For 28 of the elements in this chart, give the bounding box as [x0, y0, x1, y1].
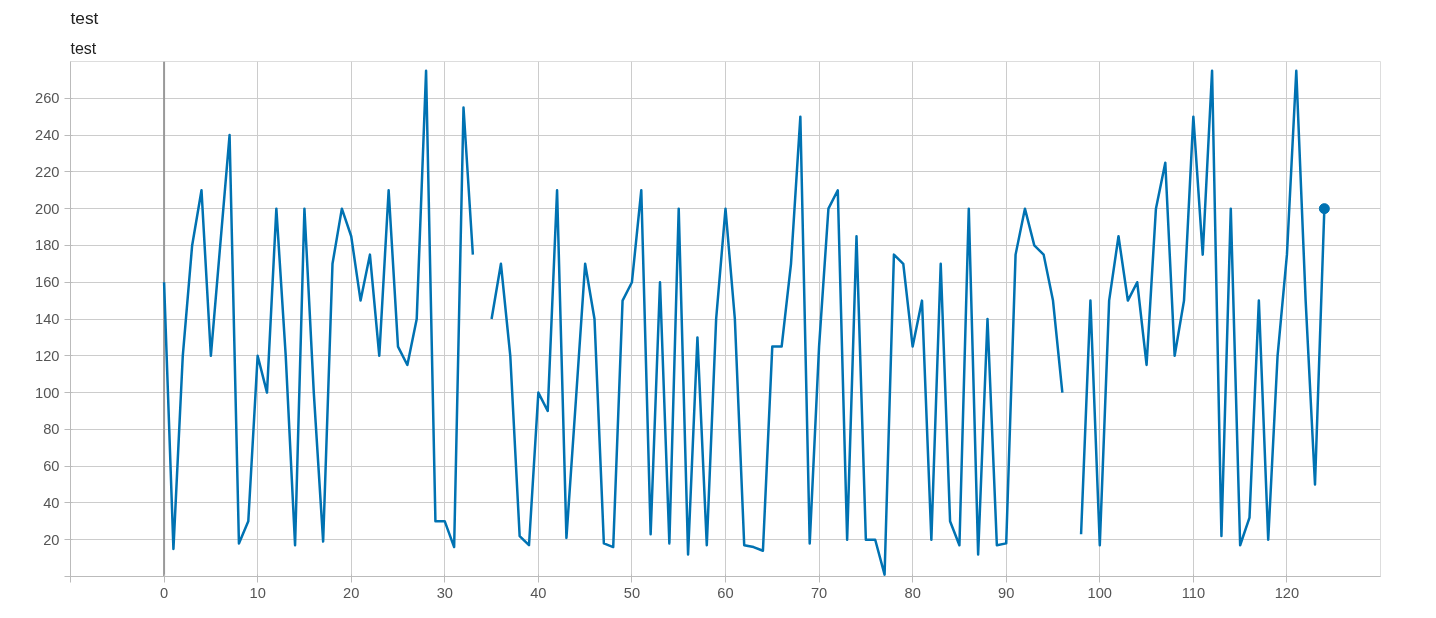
- x-tick-label: 60: [717, 584, 734, 601]
- x-tick-label: 120: [1274, 584, 1300, 601]
- x-tick-label: 70: [810, 584, 828, 601]
- y-tick-label: 60: [43, 458, 60, 475]
- chart-subtitle: test: [70, 39, 97, 57]
- x-tick-label: 20: [343, 584, 360, 601]
- y-tick-label: 140: [35, 311, 60, 327]
- chart-title: test: [70, 7, 99, 28]
- y-tick-label: 40: [43, 494, 60, 511]
- y-tick-label: 100: [35, 384, 60, 401]
- y-tick-label: 220: [35, 163, 60, 180]
- x-tick-label: 50: [623, 584, 641, 601]
- x-tick-label: 30: [436, 584, 453, 601]
- x-tick-label: 0: [160, 584, 169, 601]
- y-tick-label: 80: [43, 421, 60, 438]
- y-tick-label: 260: [35, 90, 60, 107]
- x-tick-label: 80: [904, 584, 921, 601]
- x-tick-label: 110: [1181, 584, 1206, 601]
- y-tick-label: 160: [35, 274, 60, 291]
- x-tick-label: 90: [998, 584, 1015, 601]
- x-tick-label: 40: [530, 584, 547, 601]
- y-tick-label: 180: [35, 237, 60, 254]
- x-tick-label: 10: [249, 584, 266, 601]
- y-tick-label: 120: [35, 347, 60, 364]
- y-tick-label: 20: [43, 531, 60, 548]
- y-tick-label: 200: [35, 200, 60, 217]
- x-tick-label: 100: [1087, 584, 1113, 601]
- y-tick-label: 240: [35, 127, 60, 144]
